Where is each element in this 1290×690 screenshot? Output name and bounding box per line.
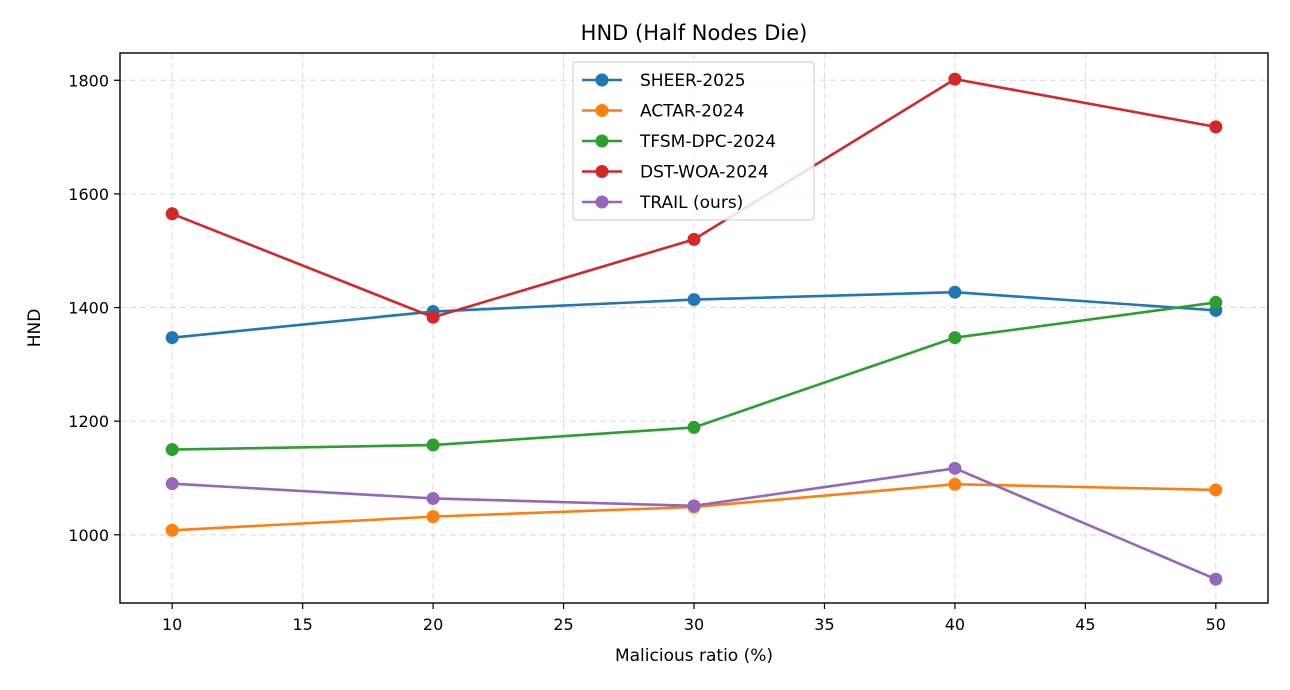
data-point — [426, 510, 440, 524]
data-point — [165, 523, 179, 537]
legend: SHEER-2025 ACTAR-2024 TFSM-DPC-2024 DST-WOA… — [572, 61, 815, 221]
legend-marker — [595, 165, 609, 178]
y-axis-label: HND — [25, 309, 45, 348]
data-point — [165, 207, 179, 221]
legend-label: DST-WOA-2024 — [640, 163, 769, 183]
x-tick-label: 30 — [684, 615, 704, 634]
data-point — [426, 438, 440, 452]
x-tick-label: 10 — [162, 615, 182, 634]
legend-marker — [595, 134, 609, 148]
y-tick-label: 1400 — [68, 299, 109, 318]
x-tick-label: 20 — [423, 615, 443, 634]
data-point — [165, 477, 179, 491]
legend-label: ACTAR-2024 — [640, 102, 744, 122]
x-tick-label: 15 — [292, 615, 312, 634]
x-tick-label: 25 — [553, 615, 573, 634]
chart-title: HND (Half Nodes Die) — [581, 21, 808, 45]
y-tick-label: 1800 — [68, 71, 109, 90]
data-point — [687, 232, 701, 246]
data-point — [948, 72, 962, 86]
data-point — [948, 331, 962, 345]
data-point — [426, 491, 440, 505]
data-point — [426, 310, 440, 324]
legend-label: TRAIL (ours) — [639, 193, 743, 213]
x-tick-label: 35 — [814, 615, 834, 634]
data-point — [1209, 120, 1223, 134]
data-point — [687, 293, 701, 307]
x-tick-label: 45 — [1075, 615, 1095, 634]
axis-ticks: 10 15 20 25 30 35 40 45 50 1000 1200 1400 1600 1800 — [68, 71, 1226, 634]
legend-marker — [595, 73, 609, 87]
x-axis-label: Malicious ratio (%) — [615, 646, 773, 666]
x-tick-label: 50 — [1206, 615, 1226, 634]
legend-marker — [595, 104, 609, 117]
y-tick-label: 1600 — [68, 185, 109, 204]
data-point — [1209, 295, 1223, 309]
data-point — [687, 499, 701, 513]
legend-marker — [595, 195, 609, 209]
y-tick-label: 1200 — [68, 412, 109, 431]
data-point — [165, 443, 179, 457]
data-point — [948, 285, 962, 299]
data-point — [948, 461, 962, 475]
x-tick-label: 40 — [945, 615, 965, 634]
legend-box — [572, 61, 815, 221]
data-point — [948, 477, 962, 491]
y-tick-label: 1000 — [68, 526, 109, 545]
data-point — [687, 420, 701, 434]
series-layer — [165, 72, 1223, 586]
data-point — [1209, 572, 1223, 586]
legend-label: TFSM-DPC-2024 — [639, 132, 776, 152]
data-point — [1209, 483, 1223, 497]
data-point — [165, 331, 179, 345]
legend-label: SHEER-2025 — [640, 71, 746, 91]
